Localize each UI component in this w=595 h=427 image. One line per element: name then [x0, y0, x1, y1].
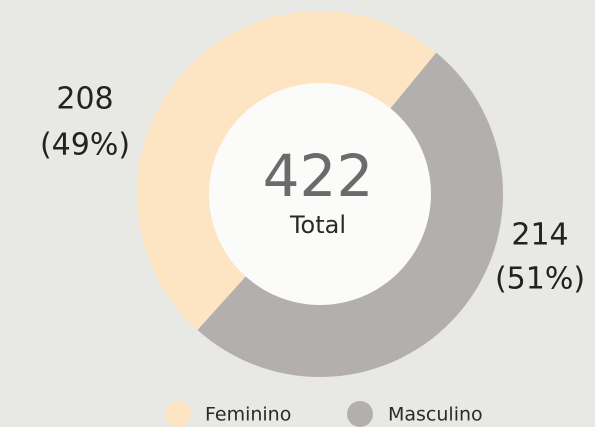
legend-swatch [165, 401, 191, 427]
total-value: 422 [263, 142, 374, 210]
value-label: 214 [511, 218, 568, 253]
legend-swatch [347, 401, 373, 427]
value-label: 208 [56, 82, 113, 117]
donut-slice [197, 52, 504, 378]
percentage-label: (49%) [40, 128, 130, 163]
percentage-label: (51%) [495, 262, 585, 297]
total-label: Total [289, 211, 346, 239]
legend-label: Feminino [205, 404, 291, 426]
donut-slice [137, 11, 437, 330]
legend-label: Masculino [388, 404, 483, 426]
donut-hole [209, 83, 431, 305]
donut [137, 11, 504, 378]
